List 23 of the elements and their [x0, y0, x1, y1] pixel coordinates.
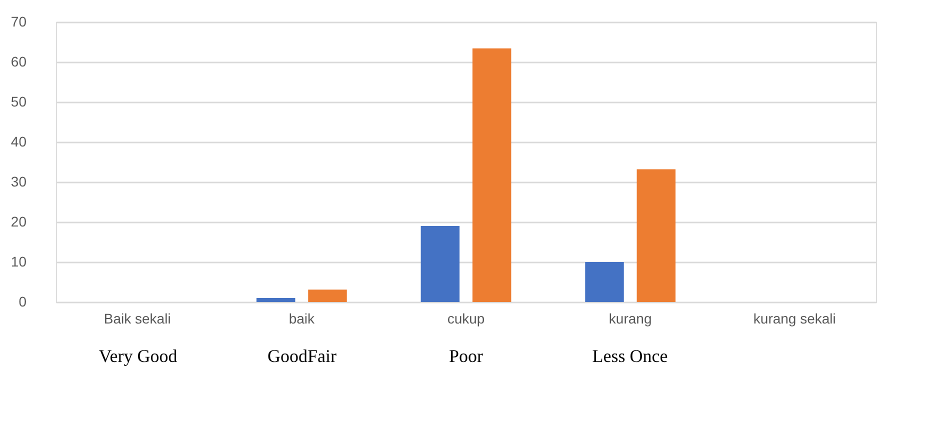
text: Less Once [592, 346, 668, 366]
bar [472, 48, 512, 302]
y-tick-label: 60 [10, 54, 27, 70]
bar [308, 290, 347, 302]
y-tick-label: 10 [10, 254, 27, 270]
x-tick-label: cukup [447, 310, 485, 326]
y-tick-label: 50 [10, 94, 27, 110]
x-tick-label: kurang [608, 310, 652, 326]
text: GoodFair [268, 346, 336, 366]
bar [585, 262, 624, 302]
bar [256, 298, 296, 302]
bar [636, 169, 676, 302]
y-tick-label: 30 [10, 174, 27, 190]
text: Very Good [98, 346, 178, 366]
bar [420, 226, 460, 302]
text: Poor [448, 346, 484, 366]
x-tick-label: baik [288, 310, 316, 326]
x-tick-label: Baik sekali [104, 310, 171, 326]
y-tick-label: 20 [10, 214, 27, 230]
y-tick-label: 0 [18, 294, 27, 310]
y-tick-label: 70 [10, 14, 27, 30]
x-tick-label: kurang sekali [753, 310, 836, 326]
y-tick-label: 40 [10, 134, 27, 150]
